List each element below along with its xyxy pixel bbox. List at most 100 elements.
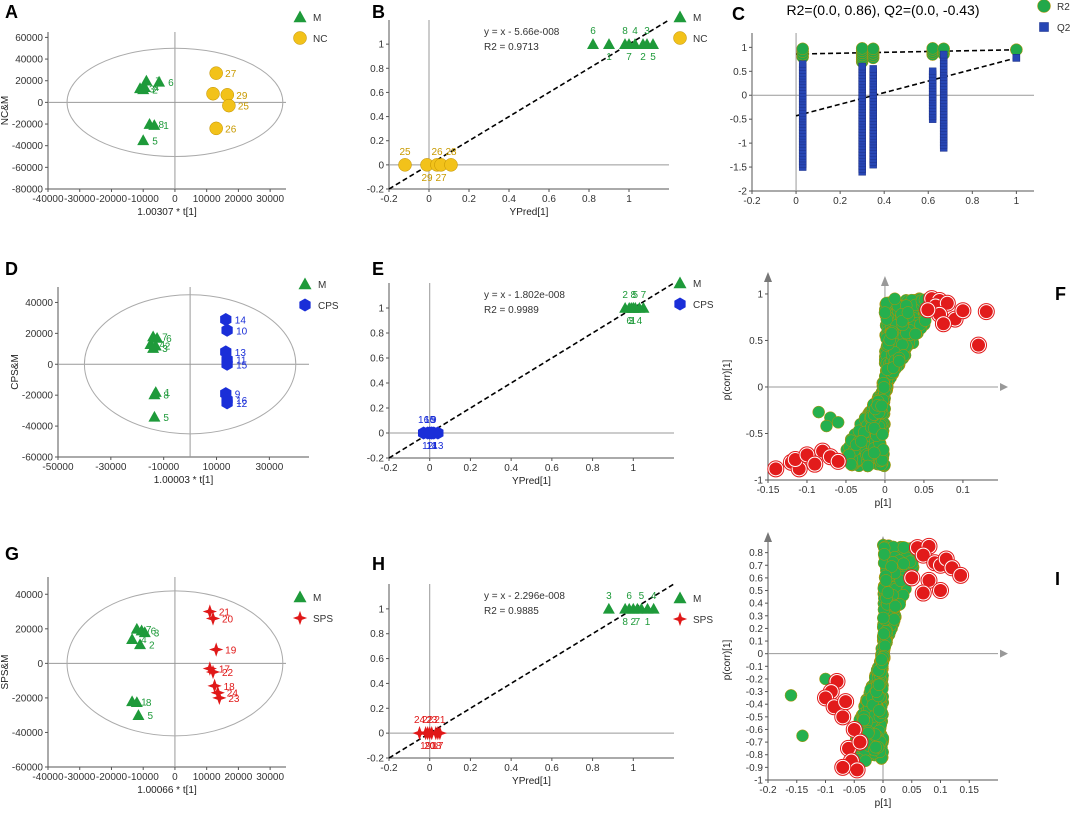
y-tick-label: -0.1 bbox=[746, 662, 764, 673]
permutation-line-r2 bbox=[796, 48, 1017, 55]
point-label: 6 bbox=[151, 627, 157, 638]
data-point bbox=[879, 574, 893, 587]
data-point bbox=[892, 354, 906, 368]
point-label: 3 bbox=[149, 84, 155, 95]
y-tick-label: -80000 bbox=[12, 185, 44, 196]
series-nc: 2728292526 bbox=[206, 66, 250, 135]
point-label: 24 bbox=[227, 689, 239, 700]
y-tick-label: 0.6 bbox=[370, 354, 384, 365]
data-point bbox=[934, 315, 952, 333]
point-label: 3 bbox=[154, 628, 160, 639]
y-tick-label: 1 bbox=[378, 304, 384, 315]
data-point bbox=[829, 452, 847, 470]
series-nc: 25 29 26 27 28 bbox=[398, 147, 458, 184]
point-label: 4 bbox=[651, 591, 657, 602]
x-tick-label: 0.2 bbox=[833, 196, 847, 207]
panel-letter: E bbox=[372, 259, 384, 279]
x-tick-label: 30000 bbox=[255, 462, 283, 473]
y-tick-label: -0.2 bbox=[746, 674, 764, 685]
point-label: 4 bbox=[637, 316, 643, 327]
y-tick-label: -0.6 bbox=[746, 725, 764, 736]
point-label: 17 bbox=[219, 665, 231, 676]
data-point bbox=[798, 60, 807, 68]
point-label: 26 bbox=[431, 147, 443, 158]
data-point bbox=[867, 446, 881, 460]
point-label: 6 bbox=[626, 316, 632, 327]
x-tick-label: 0.15 bbox=[960, 785, 980, 796]
x-axis-label: YPred[1] bbox=[512, 476, 551, 487]
x-axis-label: 1.00066 * t[1] bbox=[137, 785, 197, 796]
x-axis-label: 1.00307 * t[1] bbox=[137, 207, 197, 218]
x-tick-label: 1 bbox=[1014, 196, 1020, 207]
regression-r2: R2 = 0.9713 bbox=[484, 42, 539, 53]
x-tick-label: 30000 bbox=[256, 194, 284, 205]
regression-equation: y = x - 2.296e-008 bbox=[484, 591, 565, 602]
point-label: 2 bbox=[631, 617, 637, 628]
x-tick-label: 0.6 bbox=[921, 196, 935, 207]
point-label: 6 bbox=[626, 591, 632, 602]
y-tick-label: -20000 bbox=[22, 391, 54, 402]
legend-marker bbox=[293, 10, 307, 23]
y-tick-label: -0.7 bbox=[746, 738, 764, 749]
legend-marker bbox=[673, 31, 687, 45]
legend: M SPS bbox=[292, 590, 333, 626]
point-label: 15 bbox=[424, 415, 436, 426]
data-point bbox=[138, 626, 151, 638]
data-point bbox=[897, 541, 911, 554]
y-tick-label: 0.4 bbox=[370, 112, 384, 123]
point-label: 1 bbox=[141, 697, 147, 708]
y-tick-label: 0.4 bbox=[749, 599, 763, 610]
panel-a: A-40000 -30000 -20000 -10000 0 10000 20000 3000… bbox=[0, 2, 327, 218]
legend-marker bbox=[1037, 0, 1051, 13]
data-point bbox=[806, 455, 824, 473]
point-label: 8 bbox=[622, 26, 628, 37]
x-tick-label: -30000 bbox=[64, 772, 96, 783]
data-point bbox=[877, 611, 890, 625]
data-point bbox=[625, 302, 638, 313]
point-label: 20 bbox=[222, 614, 234, 625]
y-tick-label: -0.8 bbox=[746, 750, 764, 761]
point-label: 25 bbox=[399, 147, 411, 158]
y-axis-label: p(corr)[1] bbox=[722, 359, 733, 400]
series-cps: 16 12 15 14 9 13 10 11 bbox=[417, 415, 444, 452]
data-point bbox=[901, 306, 915, 319]
data-point bbox=[205, 611, 221, 626]
regression-r2: R2 = 0.9989 bbox=[484, 305, 539, 316]
series-m: 2 6 8 1 5 4 7 3 bbox=[619, 290, 650, 327]
y-tick-label: 0.4 bbox=[370, 379, 384, 390]
data-point bbox=[134, 638, 147, 650]
y-tick-label: 0.1 bbox=[749, 637, 763, 648]
x-tick-label: 0.4 bbox=[877, 196, 891, 207]
y-tick-label: -2 bbox=[738, 187, 747, 198]
data-point bbox=[148, 119, 161, 130]
point-label: 22 bbox=[422, 715, 434, 726]
data-point bbox=[920, 571, 938, 589]
y-tick-label: -1 bbox=[754, 476, 763, 487]
data-point bbox=[938, 294, 956, 312]
x-tick-label: 0.1 bbox=[934, 785, 948, 796]
y-tick-label: -1 bbox=[738, 139, 747, 150]
legend: M CPS bbox=[298, 277, 339, 312]
panel-letter: H bbox=[372, 554, 385, 574]
series-green bbox=[812, 292, 934, 473]
panel-f: F -0.15 -0.1 -0.05 0 0.05 0.1 -1 -0.5 0 0.5 1 p[1] p(… bbox=[722, 272, 1066, 509]
data-point bbox=[869, 65, 877, 73]
x-tick-label: 0.6 bbox=[545, 763, 559, 774]
point-label: 4 bbox=[141, 635, 147, 646]
data-point bbox=[977, 303, 995, 321]
data-point bbox=[207, 678, 222, 693]
point-label: 17 bbox=[432, 741, 444, 752]
y-tick-label: 0.3 bbox=[749, 611, 763, 622]
point-label: 6 bbox=[168, 78, 174, 89]
panel-letter: C bbox=[732, 4, 745, 24]
series-red bbox=[817, 537, 970, 779]
data-point bbox=[444, 158, 458, 172]
data-point bbox=[845, 720, 863, 738]
y-tick-label: 60000 bbox=[15, 33, 43, 44]
point-label: 25 bbox=[238, 102, 250, 113]
panel-h: H -0.2 0 0.2 0.4 0.6 0.8 1 -0.2 0 0.2 0.4 0.6 0.8 1 YPr… bbox=[367, 554, 714, 787]
legend-label: SPS bbox=[693, 615, 713, 626]
y-tick-label: -0.2 bbox=[367, 454, 385, 465]
